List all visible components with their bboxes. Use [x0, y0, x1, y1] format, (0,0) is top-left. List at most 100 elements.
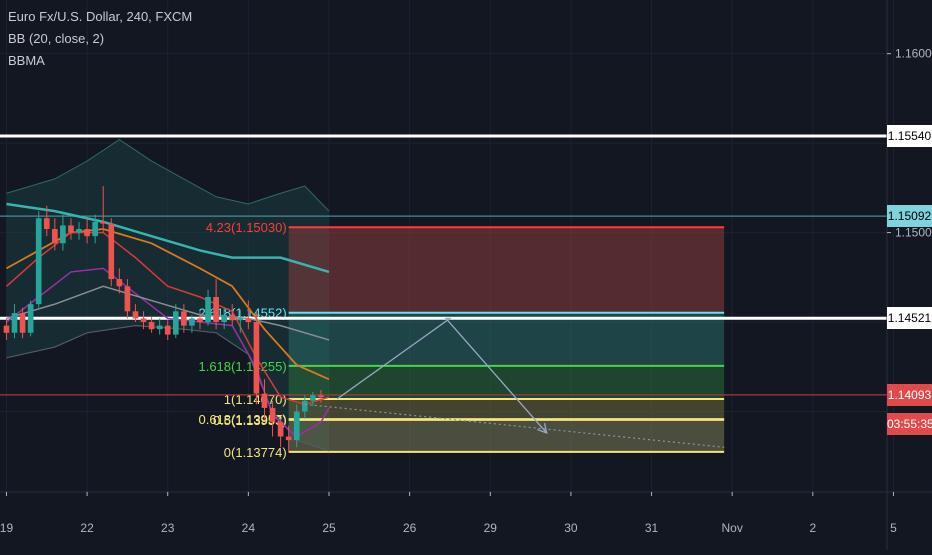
- price-tag: 1.15540: [887, 124, 932, 147]
- x-tick-label: 30: [564, 521, 578, 535]
- candle: [301, 395, 308, 419]
- fib-zone: [288, 419, 725, 452]
- candle: [52, 218, 58, 251]
- candle-body: [237, 318, 244, 321]
- candle-body: [100, 221, 107, 224]
- teal-ma-line: [6, 202, 330, 274]
- candle-body: [76, 229, 82, 233]
- candle: [132, 304, 139, 323]
- candle-body: [285, 436, 292, 441]
- bb-upper-line: [6, 138, 330, 212]
- candle-body: [245, 318, 252, 323]
- candle: [92, 214, 98, 244]
- x-tick-label: 23: [161, 521, 175, 535]
- candle: [76, 221, 82, 240]
- candle-body: [277, 422, 284, 437]
- candle: [310, 391, 316, 407]
- x-tick-label: 26: [403, 521, 417, 535]
- candle-body: [27, 304, 34, 333]
- candle: [205, 289, 211, 326]
- fib-zone: [288, 365, 725, 399]
- candle: [156, 318, 163, 335]
- candle-body: [140, 318, 147, 323]
- candle-body: [181, 311, 187, 326]
- candle: [140, 311, 147, 330]
- candle-body: [60, 225, 66, 244]
- candle: [293, 404, 300, 448]
- x-tick-label: Nov: [722, 521, 743, 535]
- chart-legend: Euro Fx/U.S. Dollar, 240, FXCM BB (20, c…: [8, 6, 192, 72]
- candle: [172, 304, 179, 339]
- candle-body: [116, 279, 123, 287]
- candle: [269, 400, 276, 437]
- y-tick-label: 1.16000: [895, 47, 932, 61]
- x-tick-label: 2: [809, 521, 816, 535]
- candle-body: [164, 325, 171, 335]
- price-tag: 03:55:35: [887, 413, 932, 435]
- candle-body: [301, 400, 308, 412]
- candle-body: [19, 313, 26, 333]
- candle-body: [156, 325, 163, 330]
- candle: [181, 304, 187, 333]
- candle-body: [213, 296, 219, 323]
- candle-body: [269, 407, 276, 423]
- candle: [60, 214, 66, 251]
- candle-body: [318, 395, 324, 398]
- candle: [253, 311, 260, 405]
- y-tick-label: 1.15000: [895, 226, 932, 240]
- candle-body: [172, 311, 179, 335]
- candle-body: [253, 322, 260, 394]
- candle: [68, 218, 74, 240]
- candle: [285, 425, 292, 453]
- candle-body: [310, 395, 316, 401]
- candle: [108, 218, 115, 287]
- candle: [116, 268, 123, 294]
- projection-dotted-line: [304, 403, 725, 448]
- fib-zone: [288, 312, 725, 366]
- candle: [3, 318, 10, 340]
- x-tick-label: 25: [322, 521, 336, 535]
- candle: [261, 379, 268, 419]
- candle: [237, 309, 244, 333]
- candle-body: [35, 218, 42, 305]
- candle: [100, 186, 107, 233]
- candle: [221, 307, 227, 330]
- fib-level-label: 1(1.14070): [224, 392, 287, 407]
- bbma-indicator-label[interactable]: BBMA: [8, 53, 45, 68]
- candle-body: [293, 411, 300, 441]
- candle-body: [229, 314, 236, 321]
- candle-body: [261, 393, 268, 408]
- x-tick-label: 24: [242, 521, 256, 535]
- candle-body: [124, 286, 131, 312]
- bb-indicator-label[interactable]: BB (20, close, 2): [8, 31, 105, 46]
- fib-level-label: 0.5(1.13953): [213, 413, 287, 428]
- x-tick-label: 31: [645, 521, 659, 535]
- candle-body: [132, 311, 139, 319]
- candle-body: [205, 296, 211, 323]
- candle: [245, 300, 252, 330]
- candle-body: [221, 314, 227, 323]
- candle-body: [108, 223, 115, 280]
- price-tag: 1.15092: [887, 205, 932, 228]
- candle-body: [43, 218, 50, 230]
- candle-body: [3, 325, 10, 333]
- candle: [11, 304, 18, 339]
- projection-arrowhead: [537, 423, 548, 434]
- candle-body: [148, 322, 155, 330]
- fib-zone: [288, 398, 725, 420]
- x-tick-label: 29: [484, 521, 498, 535]
- candle-body: [189, 318, 195, 326]
- candle: [164, 320, 171, 340]
- fib-level-label: 1.618(1.14255): [198, 359, 286, 374]
- symbol-title[interactable]: Euro Fx/U.S. Dollar, 240, FXCM: [8, 9, 193, 24]
- candle: [318, 390, 324, 403]
- fib-zone: [288, 227, 725, 313]
- candle-body: [68, 225, 74, 233]
- candle-body: [197, 318, 203, 323]
- price-tag: 1.14521: [887, 307, 932, 330]
- candle: [148, 316, 155, 333]
- x-tick-label: 22: [80, 521, 94, 535]
- fib-level-label: 0(1.13774): [224, 445, 287, 460]
